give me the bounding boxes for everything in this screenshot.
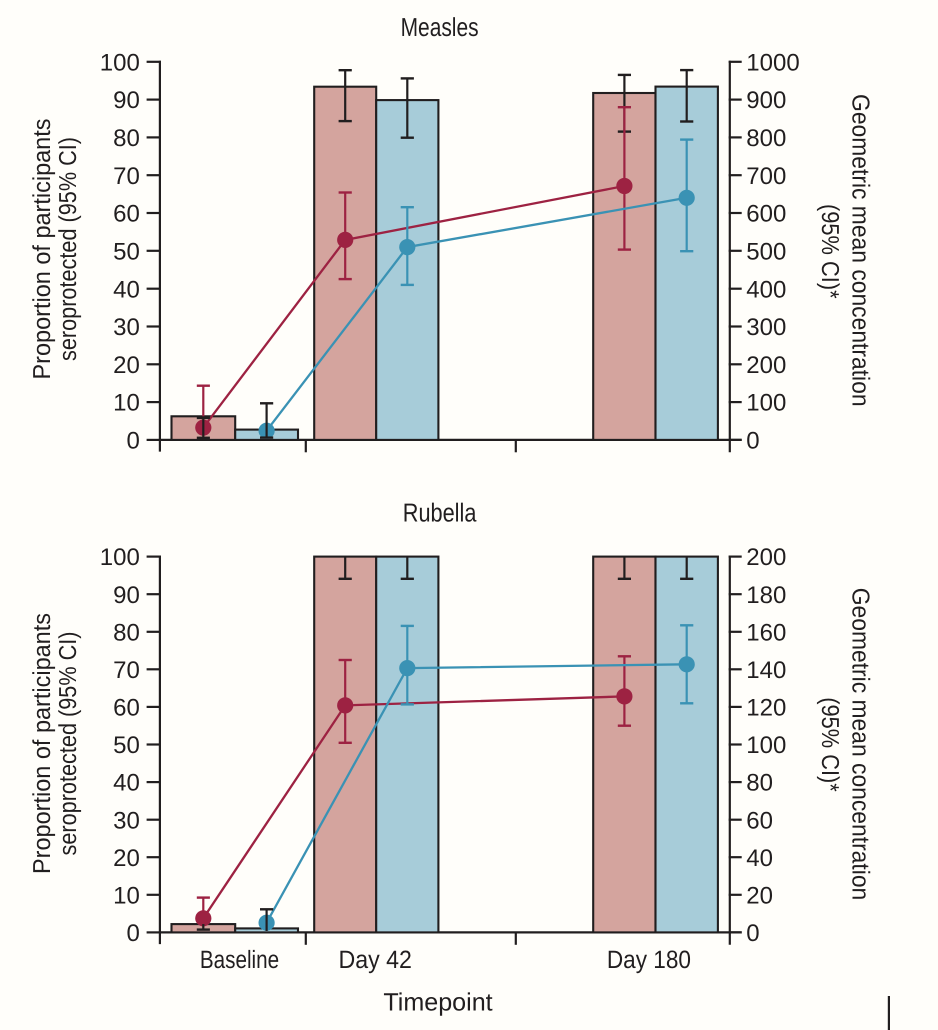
svg-text:140: 140: [746, 657, 786, 684]
svg-text:500: 500: [746, 238, 786, 265]
svg-text:Proportion of participants: Proportion of participants: [29, 613, 56, 874]
svg-text:40: 40: [113, 770, 140, 797]
svg-text:0: 0: [126, 428, 139, 455]
svg-text:100: 100: [746, 732, 786, 759]
svg-text:20: 20: [113, 352, 140, 379]
svg-text:700: 700: [746, 163, 786, 190]
svg-text:100: 100: [100, 49, 140, 76]
svg-text:100: 100: [100, 544, 140, 571]
svg-text:40: 40: [113, 276, 140, 303]
svg-text:80: 80: [746, 770, 773, 797]
svg-text:90: 90: [113, 87, 140, 114]
svg-text:80: 80: [113, 125, 140, 152]
svg-text:Measles: Measles: [401, 12, 479, 42]
svg-text:60: 60: [113, 695, 140, 722]
svg-text:(95% CI)*: (95% CI)*: [816, 204, 843, 299]
svg-text:200: 200: [746, 352, 786, 379]
svg-text:0: 0: [746, 428, 759, 455]
svg-text:seroprotected (95% CI): seroprotected (95% CI): [55, 632, 82, 856]
svg-text:160: 160: [746, 619, 786, 646]
svg-text:60: 60: [746, 807, 773, 834]
svg-text:100: 100: [746, 390, 786, 417]
svg-text:30: 30: [113, 807, 140, 834]
svg-text:200: 200: [746, 544, 786, 571]
svg-text:1000: 1000: [746, 49, 799, 76]
svg-text:20: 20: [746, 882, 773, 909]
svg-text:Timepoint: Timepoint: [383, 988, 492, 1016]
svg-text:50: 50: [113, 732, 140, 759]
svg-text:60: 60: [113, 201, 140, 228]
svg-text:0: 0: [746, 920, 759, 947]
svg-text:0: 0: [126, 920, 139, 947]
svg-text:Rubella: Rubella: [403, 498, 477, 528]
svg-text:30: 30: [113, 314, 140, 341]
svg-text:10: 10: [113, 882, 140, 909]
svg-text:Proportion of participants: Proportion of participants: [29, 119, 56, 380]
svg-text:40: 40: [746, 845, 773, 872]
svg-text:120: 120: [746, 695, 786, 722]
svg-text:Day 180: Day 180: [607, 946, 691, 974]
svg-text:(95% CI)*: (95% CI)*: [816, 697, 843, 792]
svg-text:70: 70: [113, 657, 140, 684]
svg-text:400: 400: [746, 276, 786, 303]
svg-text:900: 900: [746, 87, 786, 114]
svg-text:Day 42: Day 42: [338, 946, 412, 974]
svg-text:70: 70: [113, 163, 140, 190]
svg-text:90: 90: [113, 582, 140, 609]
svg-text:Geometric mean concentration: Geometric mean concentration: [846, 588, 873, 901]
svg-text:800: 800: [746, 125, 786, 152]
svg-text:20: 20: [113, 845, 140, 872]
svg-text:180: 180: [746, 582, 786, 609]
svg-text:80: 80: [113, 619, 140, 646]
svg-text:300: 300: [746, 314, 786, 341]
svg-text:Geometric mean concentration: Geometric mean concentration: [846, 94, 873, 407]
svg-text:600: 600: [746, 201, 786, 228]
svg-text:seroprotected (95% CI): seroprotected (95% CI): [55, 137, 82, 361]
svg-text:10: 10: [113, 390, 140, 417]
svg-text:50: 50: [113, 238, 140, 265]
svg-text:Baseline: Baseline: [200, 946, 279, 974]
